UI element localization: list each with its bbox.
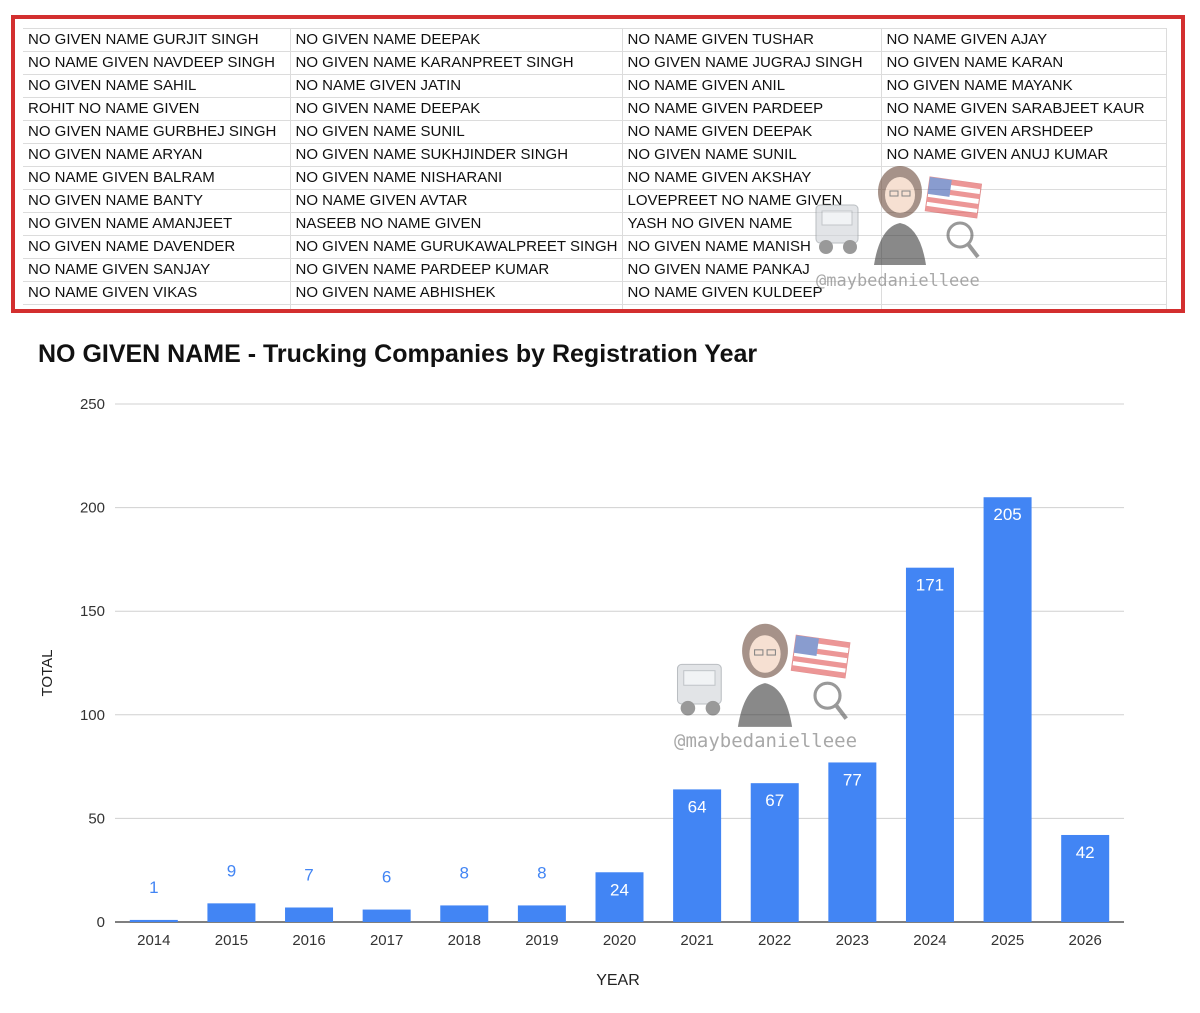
data-label: 24 <box>610 880 629 899</box>
x-tick-label: 2017 <box>370 932 403 949</box>
watermark-table: @maybedanielleee <box>810 147 990 297</box>
x-tick-label: 2023 <box>836 932 869 949</box>
x-tick-label: 2025 <box>991 932 1024 949</box>
table-cell: NO NAME GIVEN AKSHAY <box>621 166 882 190</box>
x-tick-label: 2018 <box>448 932 481 949</box>
table-cell: NO GIVEN NAME DEEPAK <box>289 97 623 121</box>
bar <box>285 907 334 922</box>
table-cell: NO NAME GIVEN ANUJ KUMAR <box>880 143 1167 167</box>
bar <box>673 789 722 922</box>
table-cell: NO NAME GIVEN SANJAY <box>23 258 291 282</box>
data-label: 77 <box>843 770 862 789</box>
data-label: 42 <box>1076 843 1095 862</box>
watermark-handle: @maybedanielleee <box>816 271 980 291</box>
data-label: 205 <box>993 505 1021 524</box>
trucker-avatar-flag-icon <box>676 623 851 727</box>
bar <box>983 497 1032 922</box>
data-label: 67 <box>765 791 784 810</box>
table-cell: NO GIVEN NAME AMANJEET <box>23 212 291 236</box>
table-cell: NO NAME GIVEN TUSHAR <box>621 28 882 52</box>
y-tick-label: 250 <box>80 396 105 413</box>
table-cell: NO GIVEN NAME SUNIL <box>621 143 882 167</box>
y-tick-label: 150 <box>80 603 105 620</box>
x-tick-label: 2026 <box>1069 932 1102 949</box>
y-tick-label: 50 <box>88 810 105 827</box>
x-axis-label: YEAR <box>596 972 640 989</box>
x-tick-label: 2016 <box>292 932 325 949</box>
y-tick-label: 200 <box>80 500 105 517</box>
table-cell: NO NAME GIVEN DEEPAK <box>621 120 882 144</box>
bar <box>750 783 799 922</box>
table-row: NO GIVEN NAME ARYAN NO GIVEN NAME SUKHJIN… <box>23 143 1167 167</box>
table-row: NO GIVEN NAME GURBHEJ SINGH NO GIVEN NAME… <box>23 120 1167 144</box>
x-tick-label: 2024 <box>913 932 946 949</box>
x-tick-label: 2022 <box>758 932 791 949</box>
data-label: 1 <box>149 878 158 897</box>
table-cell: NO NAME GIVEN AVTAR <box>289 189 623 213</box>
trucker-avatar-flag-icon <box>815 166 983 265</box>
table-cell: NO NAME GIVEN KULDEEP <box>621 281 882 305</box>
chart-title: NO GIVEN NAME - Trucking Companies by Re… <box>38 340 758 368</box>
y-tick-label: 0 <box>97 914 105 931</box>
data-label: 8 <box>460 863 469 882</box>
table-cell: NO NAME GIVEN PARDEEP <box>621 97 882 121</box>
table-cell: NO NAME GIVEN SARABJEET KAUR <box>880 97 1167 121</box>
bar <box>905 567 954 922</box>
names-table: NO GIVEN NAME GURJIT SINGH NO GIVEN NAME … <box>23 28 1167 309</box>
table-cell: NO GIVEN NAME GURBHEJ SINGH <box>23 120 291 144</box>
table-cell: NO NAME GIVEN JATIN <box>289 74 623 98</box>
table-row: ROHIT NO NAME GIVEN NO GIVEN NAME DEEPAK N… <box>23 97 1167 121</box>
table-cell <box>880 258 1167 282</box>
table-cell: NO GIVEN NAME DEEPAK <box>289 28 623 52</box>
x-tick-label: 2019 <box>525 932 558 949</box>
bar <box>129 919 178 922</box>
table-row-empty <box>23 304 1167 309</box>
bar <box>1061 834 1110 922</box>
bar <box>362 909 411 922</box>
y-tick-label: 100 <box>80 707 105 724</box>
data-label: 64 <box>688 797 707 816</box>
table-cell: NO GIVEN NAME SUNIL <box>289 120 623 144</box>
x-tick-label: 2015 <box>215 932 248 949</box>
table-cell: NO GIVEN NAME SAHIL <box>23 74 291 98</box>
data-label: 171 <box>916 576 944 595</box>
y-axis-label: TOTAL <box>39 650 56 697</box>
table-cell: ROHIT NO NAME GIVEN <box>23 97 291 121</box>
data-label: 8 <box>537 863 546 882</box>
names-table-frame: NO GIVEN NAME GURJIT SINGH NO GIVEN NAME … <box>11 15 1185 313</box>
bar <box>828 762 877 922</box>
table-cell: NO NAME GIVEN ARSHDEEP <box>880 120 1167 144</box>
bar <box>207 903 256 922</box>
table-cell <box>880 304 1167 309</box>
table-row: NO NAME GIVEN VIKAS NO GIVEN NAME ABHISHE… <box>23 281 1167 305</box>
data-label: 6 <box>382 868 391 887</box>
data-label: 7 <box>304 865 313 884</box>
x-tick-label: 2021 <box>680 932 713 949</box>
table-cell: NO GIVEN NAME JUGRAJ SINGH <box>621 51 882 75</box>
watermark-handle: @maybedanielleee <box>674 730 858 752</box>
bar <box>517 905 566 922</box>
bar <box>595 872 644 922</box>
watermark-chart: @maybedanielleee <box>670 604 860 754</box>
x-tick-label: 2014 <box>137 932 170 949</box>
table-cell <box>880 235 1167 259</box>
table-cell: NO GIVEN NAME KARANPREET SINGH <box>289 51 623 75</box>
x-tick-label: 2020 <box>603 932 636 949</box>
data-label: 9 <box>227 861 236 880</box>
bar <box>440 905 489 922</box>
table-cell: NO GIVEN NAME ABHISHEK <box>289 281 623 305</box>
table-cell: NO GIVEN NAME GURUKAWALPREET SINGH <box>289 235 623 259</box>
